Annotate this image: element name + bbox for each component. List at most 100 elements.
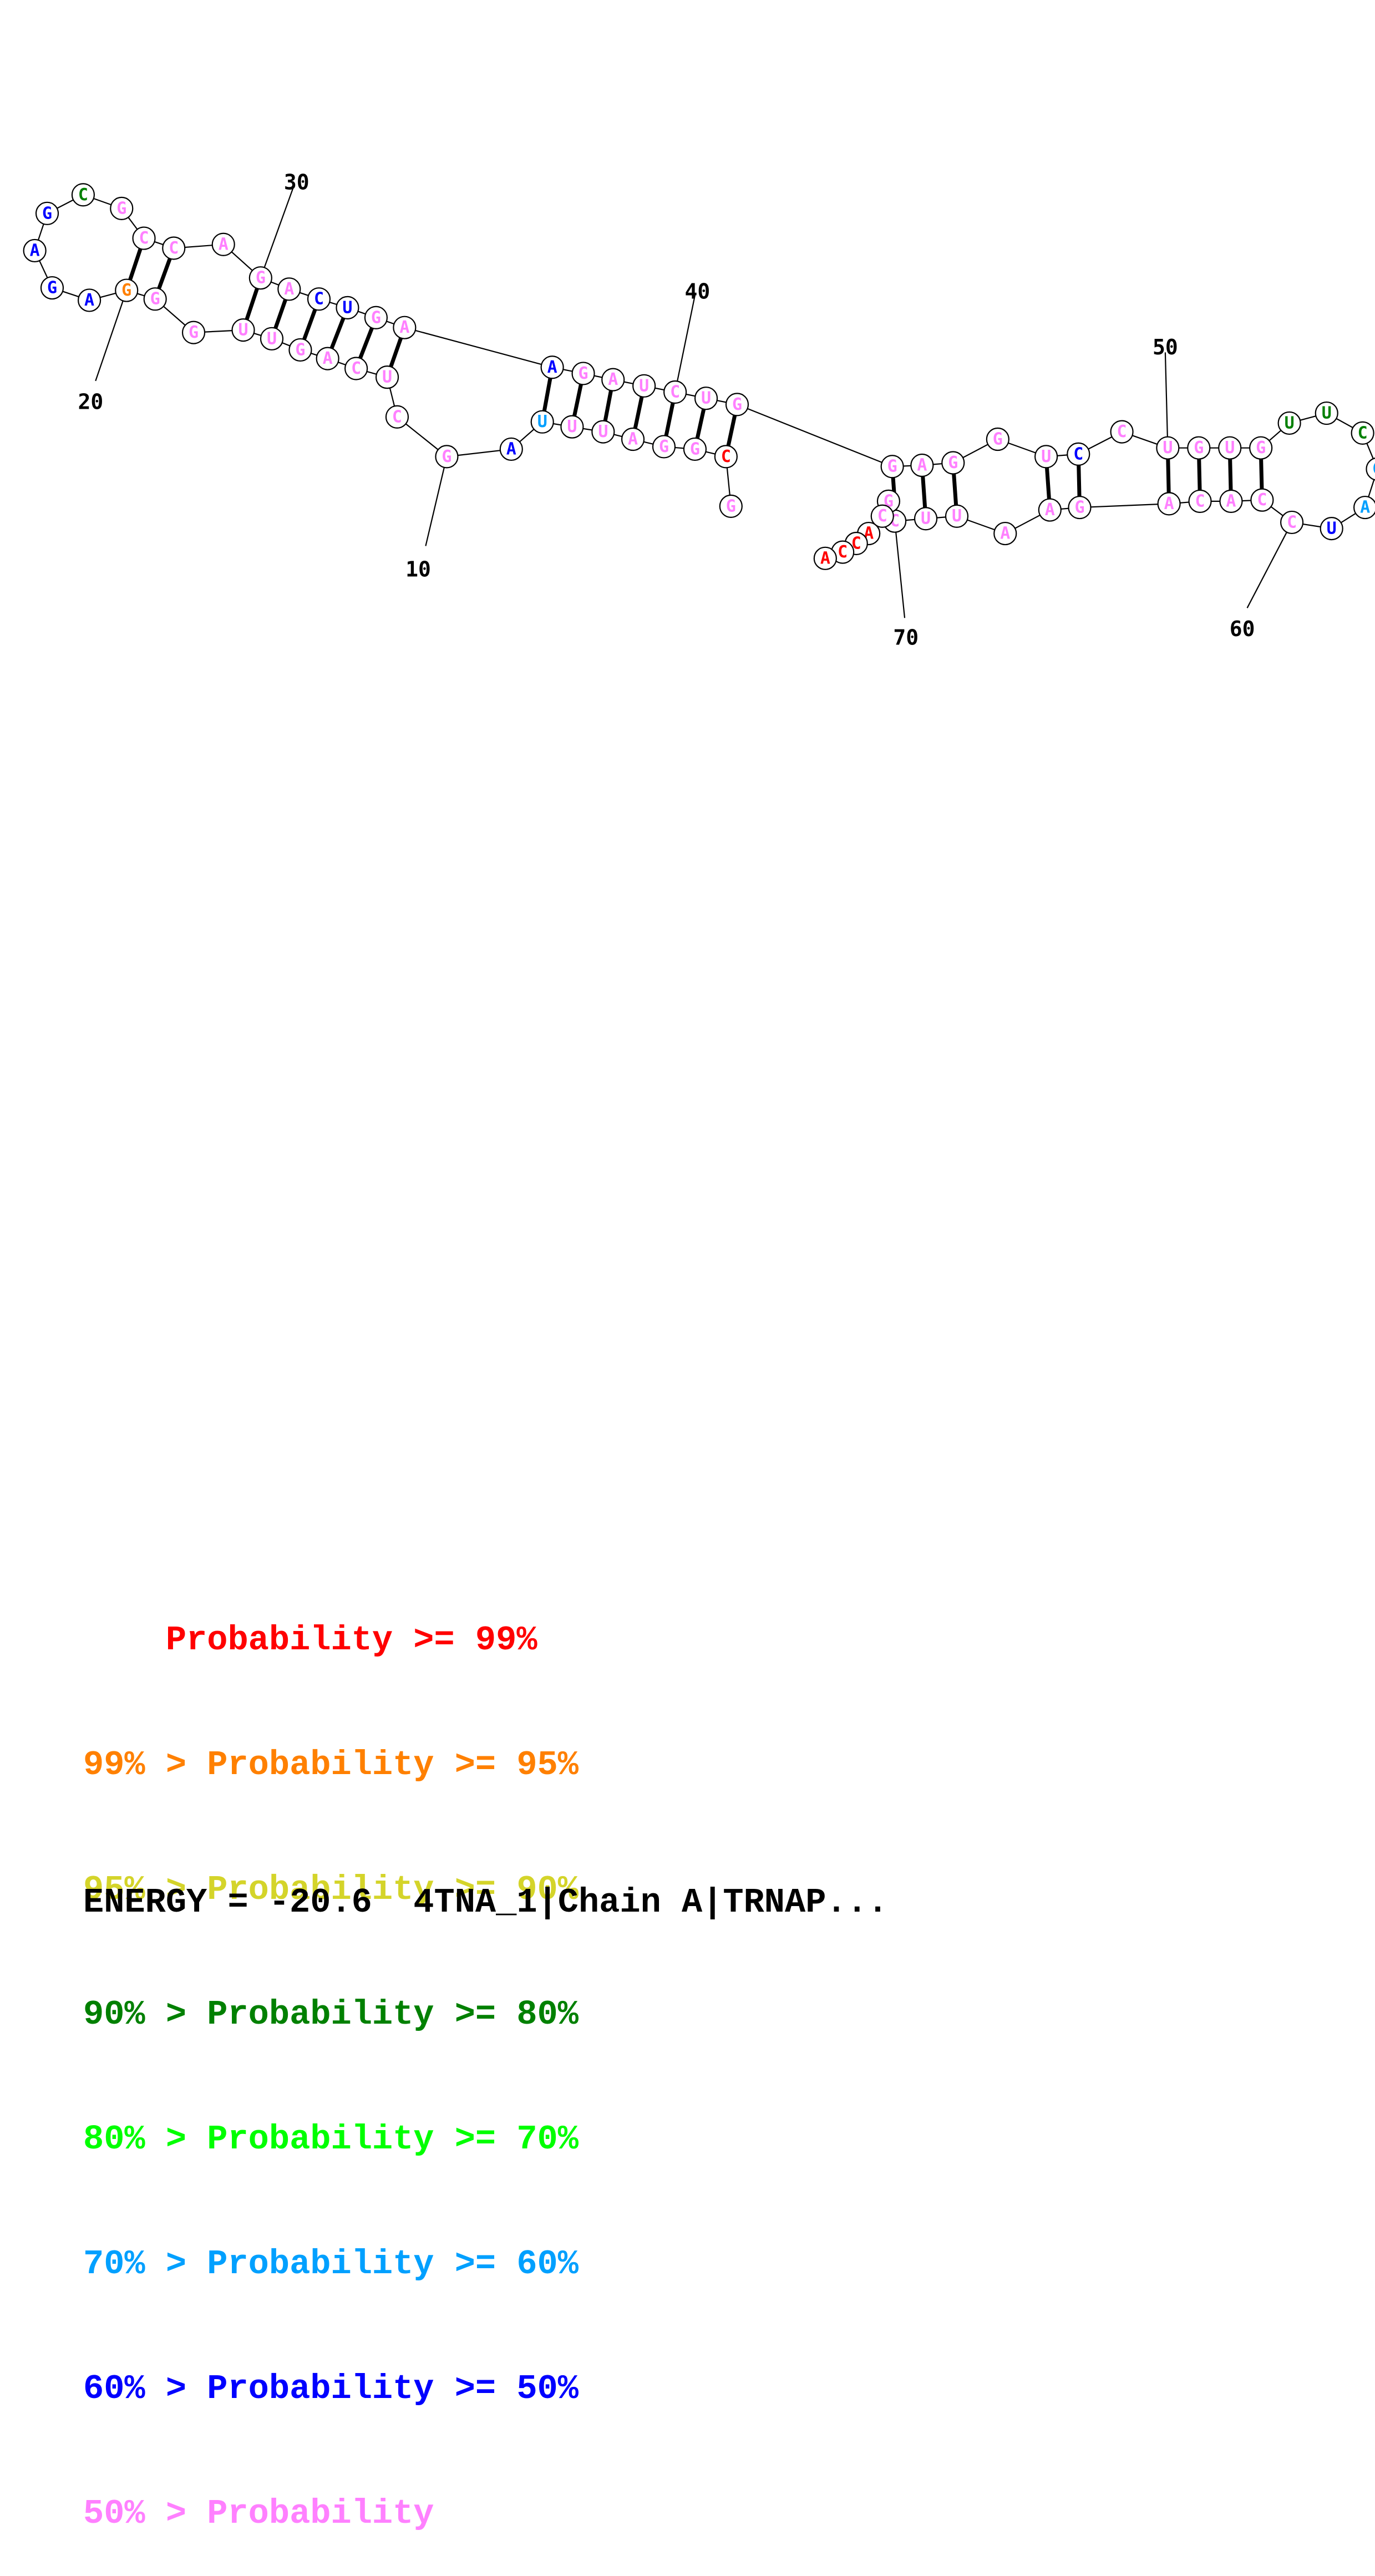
nucleotide-letter: U: [537, 412, 547, 431]
nucleotide-circle: [1187, 436, 1211, 460]
nucleotide-letter: A: [219, 235, 229, 254]
nucleotide: A: [316, 347, 339, 370]
nucleotide: C: [1250, 488, 1274, 512]
index-label: 70: [893, 626, 919, 650]
nucleotide: C: [1280, 510, 1304, 535]
legend-prefix: 60% >: [83, 2369, 207, 2409]
nucleotide-letter: C: [1257, 490, 1267, 510]
nucleotide: A: [993, 521, 1017, 546]
nucleotide-letter: C: [851, 534, 861, 553]
nucleotide-letter: U: [1322, 404, 1332, 423]
nucleotide: C: [162, 236, 186, 260]
nucleotide-circle: [1067, 442, 1090, 466]
nucleotide-letter: C: [169, 238, 179, 258]
nucleotide-circle: [914, 507, 938, 531]
nucleotide-circle: [1038, 498, 1062, 522]
nucleotide: G: [143, 287, 167, 311]
legend-row: Probability >= 99%: [83, 1619, 579, 1661]
legend-row: 60% > Probability >= 50%: [83, 2368, 579, 2410]
nucleotide-letter: G: [47, 278, 57, 298]
nucleotide: U: [231, 318, 255, 342]
nucleotide-circle: [40, 276, 64, 300]
nucleotide-letter: U: [639, 376, 649, 395]
legend-row: 90% > Probability >= 80%: [83, 1994, 579, 2035]
nucleotide-letter: C: [877, 506, 887, 526]
index-tick: [425, 456, 448, 546]
legend-row: 50% > Probability: [83, 2493, 579, 2534]
index-tick-lines: [95, 188, 1293, 618]
nucleotide-circle: [694, 387, 718, 410]
nucleotide: G: [683, 437, 707, 461]
index-tick: [95, 290, 128, 382]
legend-text: Probability: [207, 2494, 434, 2533]
nucleotide: U: [336, 296, 359, 319]
nucleotide-circle: [986, 427, 1009, 451]
nucleotide-letter: A: [1226, 491, 1236, 511]
nucleotide-letter: U: [238, 321, 248, 340]
nucleotide-letter: U: [342, 298, 352, 317]
nucleotide-letter: U: [1163, 438, 1173, 458]
nucleotide-letter: U: [1225, 438, 1235, 458]
nucleotide-circle: [945, 504, 969, 528]
nucleotide-letter: C: [1358, 423, 1368, 443]
legend-prefix: 50% >: [83, 2494, 207, 2533]
nucleotide: G: [110, 196, 134, 220]
backbone-segment: [404, 327, 552, 368]
nucleotide: A: [621, 427, 645, 451]
nucleotide-circle: [393, 316, 417, 339]
nucleotide-letter: C: [721, 447, 731, 466]
nucleotide: A: [1157, 492, 1181, 516]
nucleotide: G: [1249, 436, 1273, 460]
legend-text: Probability >= 60%: [207, 2244, 579, 2284]
nucleotide-circle: [1034, 445, 1058, 469]
nucleotide: A: [813, 546, 837, 570]
nucleotide-circle: [211, 232, 235, 256]
nucleotide: A: [499, 437, 523, 461]
nucleotide: A: [211, 232, 235, 256]
nucleotide-letter: G: [726, 496, 736, 516]
nucleotide: A: [77, 288, 102, 312]
nucleotide-letter: U: [382, 368, 392, 387]
nucleotide-letter: G: [732, 395, 742, 414]
nucleotide-letter: U: [921, 509, 931, 529]
nucleotide-letter: C: [314, 289, 324, 309]
nucleotide: C: [1351, 421, 1374, 445]
nucleotide: G: [40, 276, 64, 300]
nucleotide-letter: G: [42, 204, 52, 223]
nucleotide-letter: C: [351, 359, 361, 378]
nucleotide-circle: [1351, 421, 1374, 445]
nucleotide-circle: [725, 393, 749, 416]
nucleotide-circle: [288, 338, 312, 362]
nucleotide-letter: C: [670, 383, 680, 402]
nucleotide-circle: [870, 504, 894, 528]
nucleotide-circle: [1219, 489, 1243, 513]
nucleotide-letter: G: [1256, 438, 1266, 458]
nucleotide: G: [1068, 495, 1092, 520]
nucleotide-letter: A: [608, 370, 618, 389]
nucleotide: G: [435, 445, 459, 469]
nucleotide: A: [393, 316, 417, 339]
nucleotide-letter: A: [1000, 524, 1010, 543]
nucleotide-letter: U: [267, 329, 277, 348]
legend-prefix: 95% >: [83, 1870, 207, 1909]
nucleotide-letter: A: [284, 280, 294, 299]
index-label: 30: [284, 170, 309, 195]
nucleotide: G: [288, 338, 312, 362]
nucleotide-circle: [1280, 510, 1304, 535]
nucleotide-circle: [1320, 517, 1343, 541]
nucleotide: C: [1188, 489, 1212, 513]
nucleotide-circle: [364, 306, 388, 329]
probability-legend: Probability >= 99% 99% > Probability >= …: [83, 1536, 579, 2576]
index-label: 50: [1153, 335, 1178, 359]
nucleotide-circle: [143, 287, 167, 311]
nucleotide-circle: [910, 453, 934, 477]
nucleotide-circle: [601, 368, 625, 392]
nucleotide-circle: [71, 183, 95, 207]
nucleotide: U: [632, 374, 656, 398]
nucleotide: G: [1366, 458, 1375, 481]
nucleotide: U: [560, 415, 584, 439]
nucleotide: A: [23, 238, 47, 263]
nucleotide-letter: C: [78, 185, 88, 205]
nucleotide-letter: U: [598, 422, 608, 441]
